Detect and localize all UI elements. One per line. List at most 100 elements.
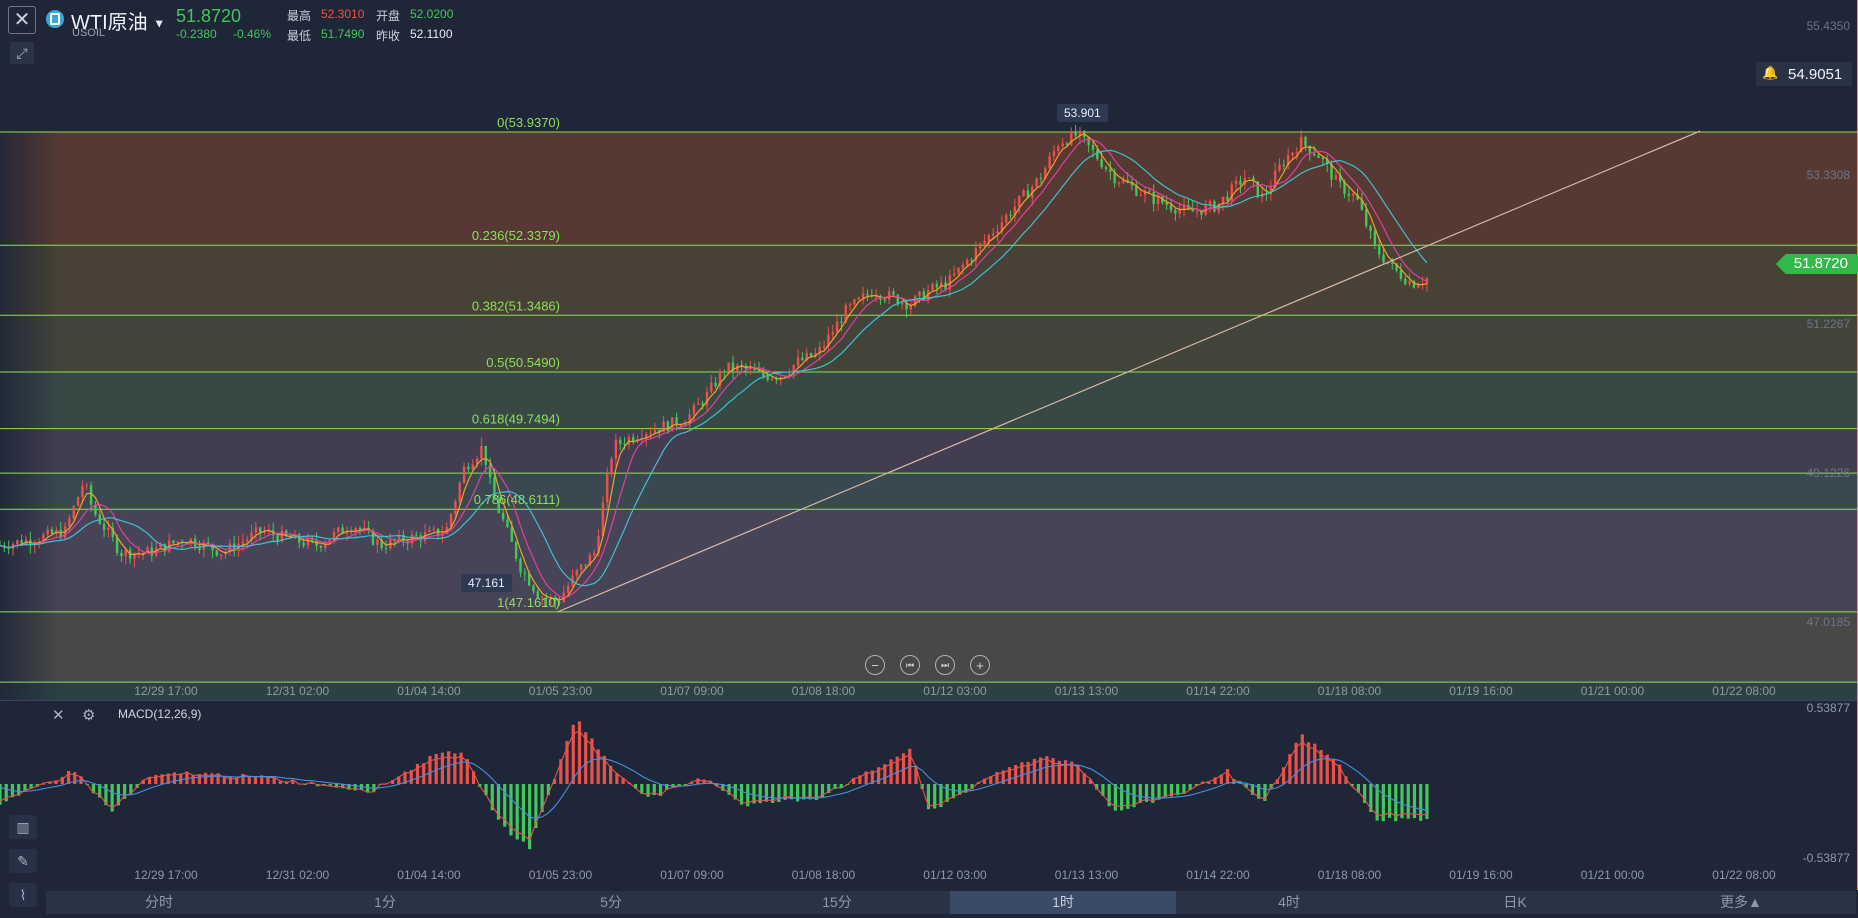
macd-bar [1207,781,1211,784]
low-marker: 47.161 [461,574,512,592]
zoom-in-button[interactable]: + [970,655,990,675]
draw-button[interactable]: ✎ [9,849,37,873]
candle-body [519,558,522,573]
close-chart-button[interactable]: ✕ [8,6,36,34]
candle-body [1208,201,1212,205]
time-tick-label: 01/14 22:00 [1186,684,1250,698]
candle-body [514,541,518,559]
macd-bar [789,784,793,800]
macd-bar [864,771,868,784]
macd-bar [185,771,189,784]
macd-bar [1387,784,1392,818]
candle-body [979,243,982,249]
macd-bar [60,776,64,784]
macd-bar [397,776,401,784]
candle-body [801,357,804,360]
macd-bar [1294,742,1298,784]
pin-icon: ⤢ [16,44,28,61]
macd-bar [353,784,357,791]
candle-body [952,273,956,276]
candle-body [1395,263,1398,271]
candle-body [796,357,800,366]
macd-bar [91,784,96,794]
macd-bar [1101,784,1105,796]
candle-body [614,439,618,459]
high-value: 52.3010 [321,7,365,21]
candle-body [1325,159,1329,165]
macd-bar [434,753,438,784]
draw-tools-button[interactable]: ⤢ [10,42,34,64]
candle-body [254,527,258,533]
macd-bar [546,784,550,796]
macd-time-tick-label: 01/13 13:00 [1055,868,1119,882]
candle-body [909,306,913,310]
macd-bar [23,784,27,792]
candle-body [397,534,401,541]
candle-body [1200,210,1203,215]
macd-bar [777,784,781,802]
compare-button[interactable]: ⌇ [9,883,37,907]
open-label: 开盘 [376,9,401,23]
macd-time-tick-label: 01/05 23:00 [529,868,593,882]
candle-body [150,547,154,556]
candle-body [445,527,448,534]
candle-body [354,528,357,532]
macd-bar [191,774,195,784]
tab-4h[interactable]: 4时 [1278,894,1300,910]
candle-body [1365,209,1368,227]
gear-icon: ⚙ [82,707,96,724]
candle-body [332,531,336,540]
macd-bar [1406,784,1410,819]
candle-body [957,267,960,274]
macd-bar [490,784,494,811]
candle-body [94,504,97,515]
macd-bar [1325,754,1329,784]
tab-15m[interactable]: 15分 [822,894,852,910]
candle-body [996,231,999,234]
macd-close-button[interactable]: ✕ [52,706,65,724]
macd-bar [883,764,887,784]
candle-body [1182,205,1186,210]
candle-body [480,445,483,459]
tab-more[interactable]: 更多▲ [1720,894,1762,910]
candle-body [1404,278,1407,285]
candle-body [16,540,19,545]
candle-body [306,538,310,546]
skip-back-button[interactable]: ⏮ [900,655,920,675]
left-fade [0,0,60,700]
macd-time-tick-label: 01/14 22:00 [1186,868,1250,882]
zoom-out-button[interactable]: − [865,655,885,675]
macd-chart[interactable]: 0.53877 -0.53877 12/29 17:00 12/31 02:00 01… [0,700,1858,890]
price-alert[interactable]: 🔔 54.9051 [1756,62,1852,86]
macd-bar [690,781,694,784]
macd-bar [179,773,183,784]
tab-5m[interactable]: 5分 [600,894,622,910]
tab-1h[interactable]: 1时 [950,891,1176,914]
candle-body [831,332,834,335]
macd-bar [995,771,999,784]
low-label: 最低 [287,29,312,43]
symbol-selector[interactable]: WTI原油 ▼ [71,6,165,35]
candle-body [1026,190,1030,198]
macd-bar [422,763,426,784]
prev-close-value: 52.1100 [410,27,453,41]
tab-tick[interactable]: 分时 [145,894,173,910]
candle-body [553,597,557,602]
candle-body [1417,285,1420,288]
macd-settings-button[interactable]: ⚙ [82,706,95,724]
tab-daily[interactable]: 日K [1503,894,1527,910]
macd-bar [409,770,413,784]
macd-bar [802,784,806,800]
candle-body [1178,209,1181,214]
candle-body [1282,164,1286,166]
macd-bar [129,784,133,794]
candle-body [120,552,123,557]
candle-body [81,485,84,498]
macd-bar [758,784,762,804]
candle-body [371,530,375,545]
candle-body [484,445,487,465]
indicator-button[interactable]: ▥ [9,815,37,839]
main-price-chart[interactable]: 0(53.9370) 0.236(52.3379) 0.382(51.3486) 0.… [0,0,1858,700]
tab-1m[interactable]: 1分 [374,894,396,910]
skip-forward-button[interactable]: ⏭ [935,655,955,675]
